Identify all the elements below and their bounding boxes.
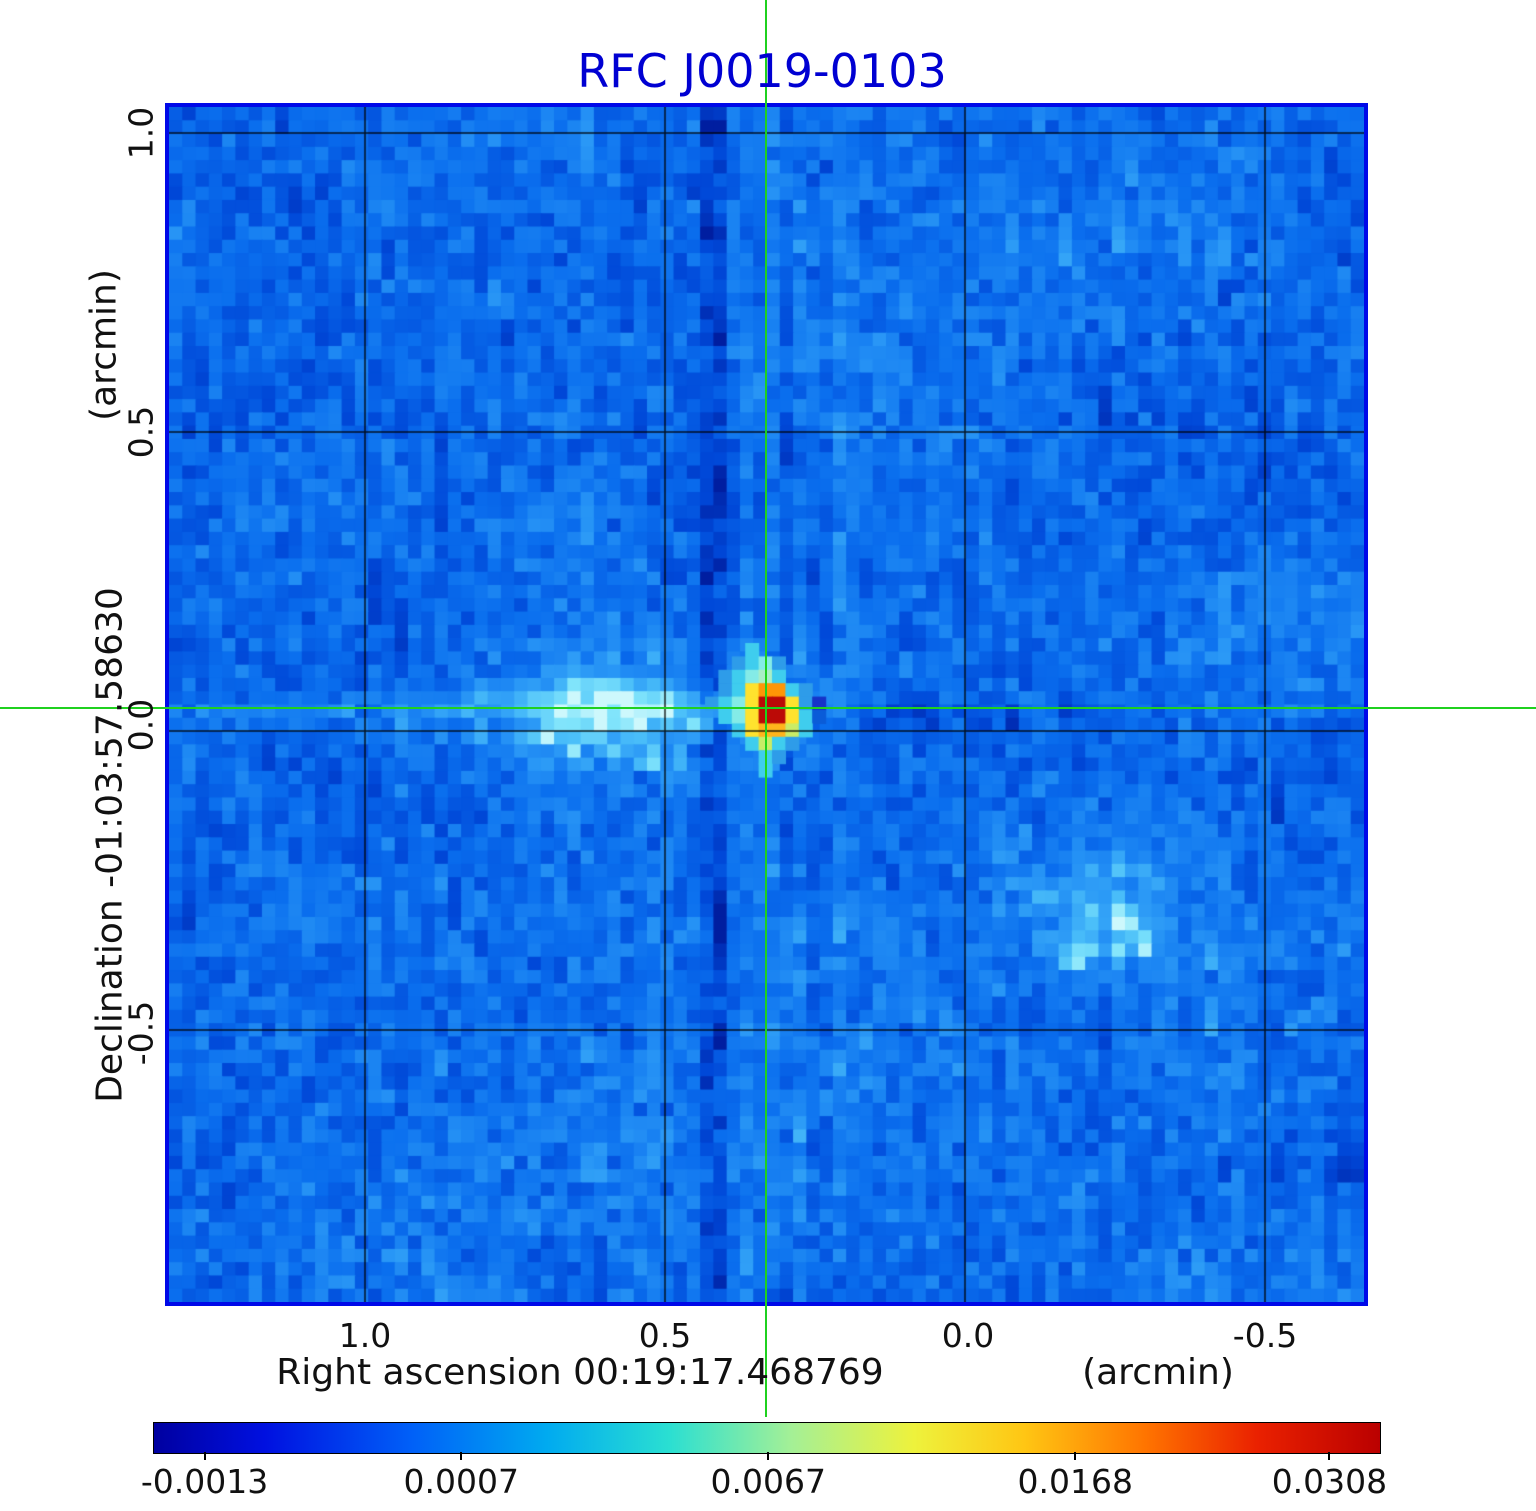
x-tick-label: 1.0 [338, 1316, 392, 1355]
y-axis-label: Declination -01:03:57.58630 [89, 587, 131, 1103]
colorbar-tick [1074, 1452, 1077, 1460]
colorbar-tick [767, 1452, 770, 1460]
colorbar-tick-label: 0.0007 [403, 1462, 519, 1501]
y-tick-label: 0.5 [121, 405, 161, 459]
colorbar-tick-label: 0.0067 [710, 1462, 826, 1501]
colorbar-tick-label: -0.0013 [140, 1462, 269, 1501]
x-tick-label: -0.5 [1232, 1316, 1298, 1355]
x-tick-label: 0.5 [638, 1316, 692, 1355]
colorbar-tick-label: 0.0308 [1271, 1462, 1388, 1501]
y-tick-label: 1.0 [121, 106, 161, 160]
y-axis-unit: (arcmin) [83, 269, 125, 421]
colorbar-tick [203, 1452, 206, 1460]
crosshair-horizontal-line [0, 707, 1536, 709]
colorbar-gradient [153, 1422, 1381, 1454]
x-axis-label: Right ascension 00:19:17.468769 [276, 1352, 884, 1393]
colorbar-tick [1328, 1452, 1331, 1460]
colorbar-tick [460, 1452, 463, 1460]
colorbar-tick-label: 0.0168 [1017, 1462, 1133, 1501]
x-tick-label: 0.0 [941, 1316, 995, 1355]
x-axis-unit: (arcmin) [1082, 1352, 1234, 1393]
plot-title: RFC J0019-0103 [577, 44, 947, 98]
